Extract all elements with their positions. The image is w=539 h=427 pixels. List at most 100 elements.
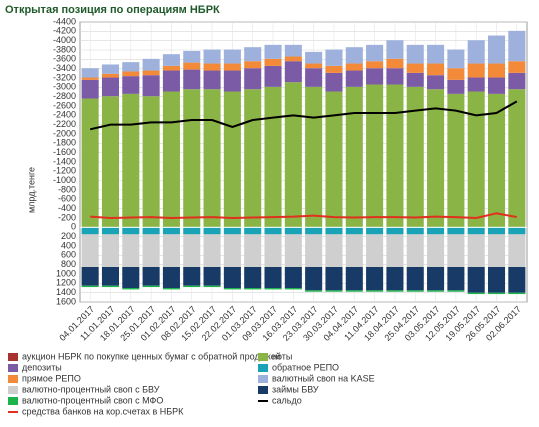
bar-segment	[447, 94, 464, 227]
bar-segment	[366, 45, 383, 61]
bar-segment	[244, 288, 261, 289]
bar-segment	[264, 59, 281, 66]
bar-segment	[82, 234, 99, 267]
bar-segment	[386, 290, 403, 291]
bar-segment	[427, 234, 444, 267]
bar-segment	[264, 66, 281, 87]
bar-segment	[427, 75, 444, 89]
bar-segment	[407, 73, 424, 87]
bar-segment	[447, 234, 464, 267]
bar-segment	[204, 89, 221, 227]
bar-segment	[468, 227, 485, 234]
bar-segment	[204, 50, 221, 64]
bar-segment	[82, 78, 99, 80]
bar-segment	[143, 75, 160, 96]
bar-segment	[325, 234, 342, 267]
bar-segment	[163, 288, 180, 289]
bar-segment	[183, 227, 200, 234]
bar-segment	[264, 267, 281, 288]
bar-segment	[224, 71, 241, 92]
bar-segment	[102, 286, 119, 287]
bar-segment	[305, 267, 322, 290]
bar-segment	[102, 64, 119, 73]
bar-segment	[143, 59, 160, 71]
legend-label: валютно-процентный своп с БВУ	[22, 384, 160, 394]
bar-segment	[468, 64, 485, 78]
bar-segment	[386, 267, 403, 290]
bar-segment	[366, 234, 383, 267]
bar-segment	[366, 290, 383, 291]
bar-segment	[82, 99, 99, 227]
bar-segment	[325, 227, 342, 234]
bar-segment	[183, 70, 200, 90]
bar-segment	[244, 47, 261, 61]
bar-segment	[204, 64, 221, 71]
bar-segment	[407, 227, 424, 234]
bar-segment	[468, 92, 485, 227]
bar-segment	[143, 267, 160, 286]
bar-segment	[508, 267, 525, 293]
legend-label: прямое РЕПО	[22, 373, 81, 383]
bar-segment	[488, 227, 505, 234]
bar-segment	[447, 80, 464, 94]
bar-segment	[407, 290, 424, 291]
bar-segment	[366, 61, 383, 68]
legend-swatch	[8, 353, 18, 361]
bar-segment	[122, 76, 139, 94]
bar-segment	[102, 227, 119, 234]
bar-segment	[244, 234, 261, 267]
bar-segment	[183, 51, 200, 63]
bar-segment	[386, 59, 403, 68]
bar-segment	[325, 50, 342, 66]
bar-segment	[183, 286, 200, 287]
bar-segment	[325, 73, 342, 92]
legend-swatch	[8, 375, 18, 383]
bar-segment	[488, 267, 505, 293]
bar-segment	[102, 74, 119, 78]
bar-segment	[407, 87, 424, 227]
bar-segment	[427, 267, 444, 290]
bar-segment	[244, 89, 261, 227]
bar-segment	[488, 36, 505, 64]
bar-segment	[407, 64, 424, 73]
bar-segment	[204, 71, 221, 90]
legend-swatch	[8, 386, 18, 394]
bar-segment	[224, 50, 241, 64]
bar-segment	[285, 57, 302, 62]
bar-segment	[264, 227, 281, 234]
bar-segment	[204, 267, 221, 286]
bar-segment	[325, 267, 342, 290]
bar-segment	[82, 267, 99, 286]
bar-segment	[447, 68, 464, 80]
bar-segment	[82, 80, 99, 99]
bar-segment	[468, 293, 485, 294]
bar-segment	[285, 234, 302, 267]
bar-segment	[224, 227, 241, 234]
legend-swatch	[258, 364, 268, 372]
bar-segment	[488, 78, 505, 94]
bar-segment	[285, 61, 302, 82]
bar-segment	[488, 234, 505, 267]
bar-segment	[264, 45, 281, 59]
bar-segment	[488, 293, 505, 294]
bar-segment	[325, 92, 342, 227]
bar-segment	[224, 267, 241, 288]
legend-label: ноты	[272, 351, 292, 361]
bar-segment	[285, 45, 302, 57]
bar-segment	[508, 234, 525, 267]
bar-segment	[102, 234, 119, 267]
bar-segment	[122, 227, 139, 234]
bar-segment	[305, 87, 322, 227]
legend-swatch	[8, 364, 18, 372]
bar-segment	[82, 286, 99, 287]
bar-segment	[183, 234, 200, 267]
bar-segment	[305, 68, 322, 87]
bar-segment	[122, 62, 139, 71]
bar-segment	[366, 267, 383, 290]
bar-segment	[386, 68, 403, 84]
bar-segment	[163, 267, 180, 288]
legend-label: аукцион НБРК по покупке ценных бумаг с о…	[22, 351, 281, 361]
bar-segment	[122, 71, 139, 76]
bar-segment	[82, 68, 99, 77]
